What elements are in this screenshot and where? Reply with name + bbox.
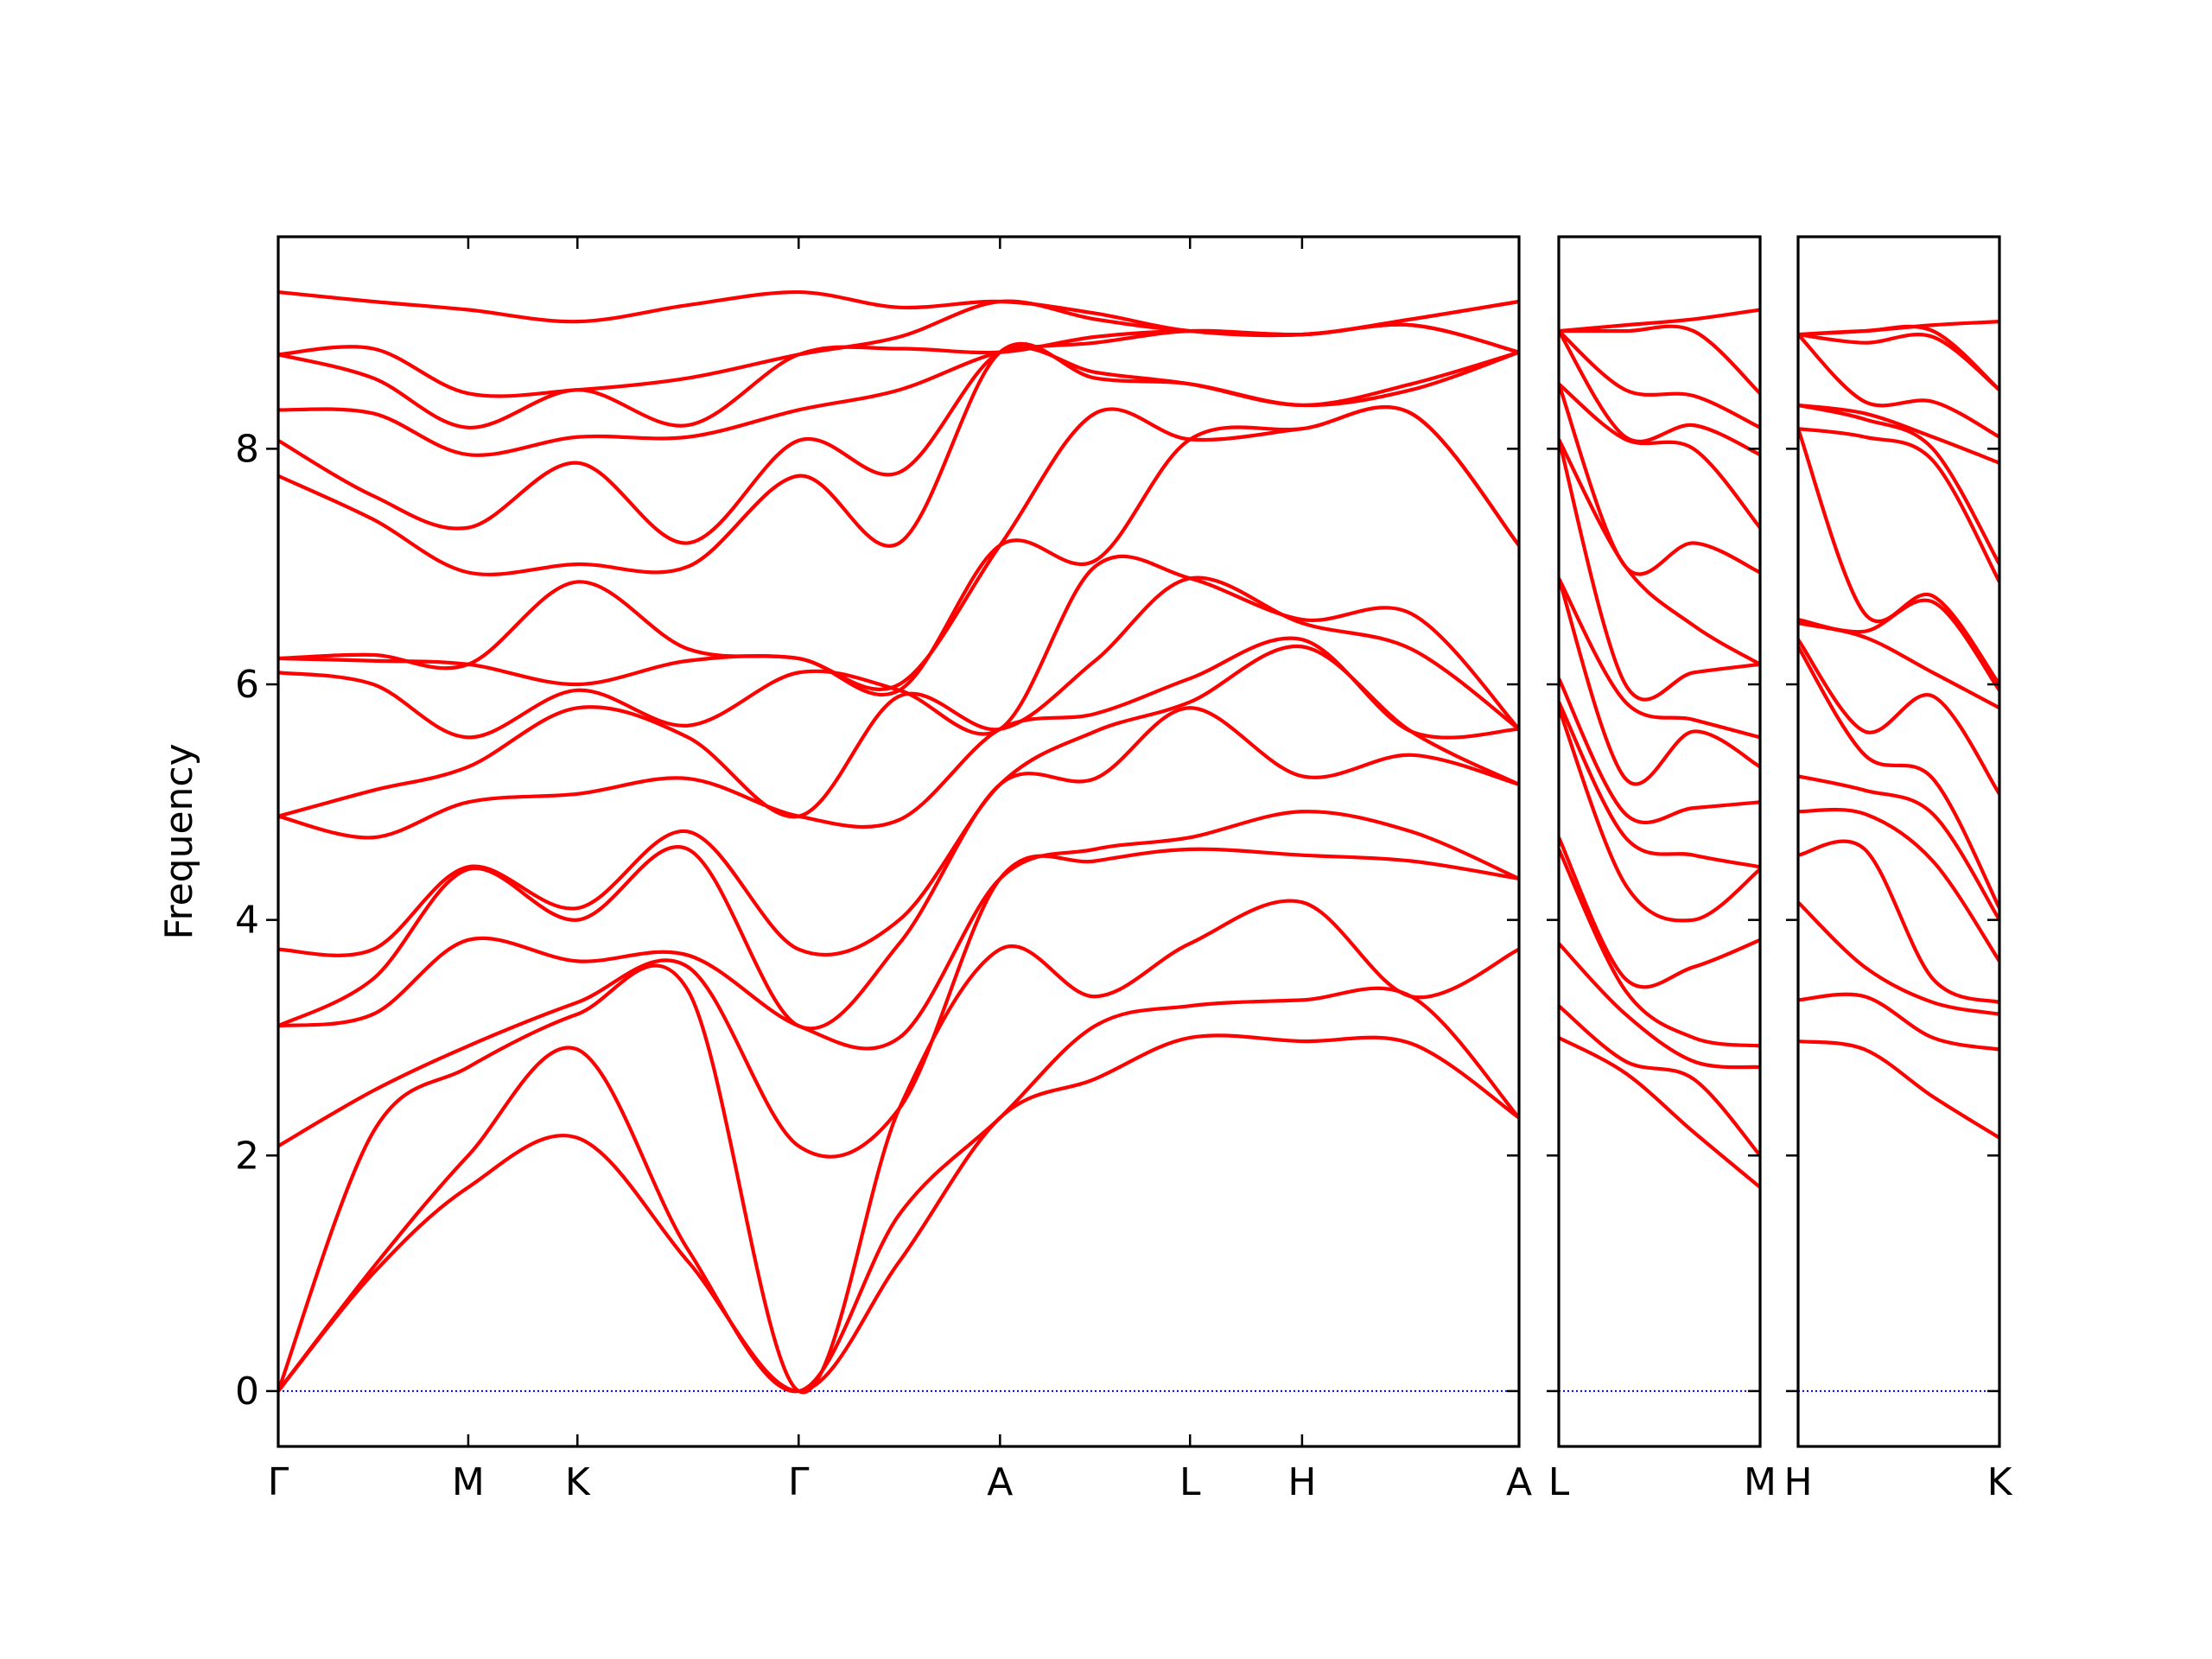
- band-line: [278, 636, 1519, 840]
- band-line: [278, 322, 1519, 429]
- band-line: [1559, 836, 1760, 989]
- band-line: [1798, 403, 1999, 465]
- band-line: [278, 341, 1519, 576]
- band-line: [278, 644, 1519, 957]
- x-tick-label: M: [1744, 1460, 1777, 1504]
- band-line: [1559, 383, 1760, 576]
- band-line: [1798, 839, 1999, 1005]
- y-tick-label: 2: [235, 1134, 259, 1178]
- band-line: [1798, 427, 1999, 583]
- x-tick-label: L: [1548, 1460, 1570, 1504]
- band-line: [278, 1033, 1519, 1394]
- y-axis-label: Frequency: [157, 743, 201, 939]
- band-line: [1798, 900, 1999, 1016]
- x-tick-label: A: [1506, 1460, 1532, 1504]
- x-tick-label: Γ: [788, 1460, 810, 1504]
- band-line: [1559, 329, 1760, 429]
- plot-area: [1559, 308, 1760, 1392]
- y-tick-label: 0: [235, 1370, 259, 1414]
- band-line: [1559, 324, 1760, 395]
- plot-area: [278, 289, 1519, 1395]
- band-line: [1798, 320, 1999, 337]
- band-line: [278, 986, 1519, 1394]
- band-line: [1798, 638, 1999, 795]
- band-line: [1559, 438, 1760, 666]
- band-line: [278, 289, 1519, 338]
- band-line: [1559, 942, 1760, 1070]
- band-line: [278, 404, 1519, 697]
- band-line: [278, 706, 1519, 1031]
- band-line: [1559, 848, 1760, 1048]
- band-line: [1798, 403, 1999, 566]
- band-line: [1798, 598, 1999, 692]
- band-line: [1798, 1039, 1999, 1140]
- band-line: [278, 322, 1519, 457]
- x-tick-label: K: [1987, 1460, 2013, 1504]
- plot-frame: [1557, 235, 1762, 1448]
- band-line: [1559, 382, 1760, 530]
- band-line: [1559, 577, 1760, 786]
- band-line: [278, 847, 1519, 1159]
- x-tick-label: H: [1783, 1460, 1812, 1504]
- band-line: [1559, 329, 1760, 457]
- band-line: [1559, 577, 1760, 740]
- band-line: [1559, 677, 1760, 825]
- band-line: [278, 554, 1519, 740]
- band-line: [1798, 428, 1999, 686]
- band-line: [1559, 438, 1760, 702]
- band-line: [1559, 308, 1760, 334]
- band-line: [1798, 333, 1999, 391]
- x-tick-label: M: [452, 1460, 485, 1504]
- band-line: [1798, 774, 1999, 921]
- y-tick-label: 4: [235, 899, 259, 943]
- x-tick-label: H: [1287, 1460, 1316, 1504]
- band-line: [1798, 992, 1999, 1052]
- band-line: [1559, 1004, 1760, 1157]
- band-line: [278, 899, 1519, 1395]
- x-tick-label: Γ: [268, 1460, 289, 1504]
- band-line: [1559, 1036, 1760, 1189]
- x-tick-label: L: [1179, 1460, 1201, 1504]
- band-line: [278, 575, 1519, 819]
- x-tick-label: A: [987, 1460, 1013, 1504]
- plot-frame: [276, 235, 1521, 1448]
- band-line: [278, 810, 1519, 1051]
- y-tick-label: 8: [235, 427, 259, 471]
- band-line: [278, 404, 1519, 691]
- plot-frame: [1796, 235, 2001, 1448]
- y-tick-label: 6: [235, 663, 259, 707]
- x-tick-label: K: [565, 1460, 591, 1504]
- band-line: [1798, 333, 1999, 439]
- band-line: [1559, 701, 1760, 869]
- band-line: [1798, 807, 1999, 963]
- band-line: [1798, 645, 1999, 909]
- band-line: [1559, 707, 1760, 923]
- plot-area: [1798, 320, 1999, 1392]
- band-line: [278, 346, 1519, 545]
